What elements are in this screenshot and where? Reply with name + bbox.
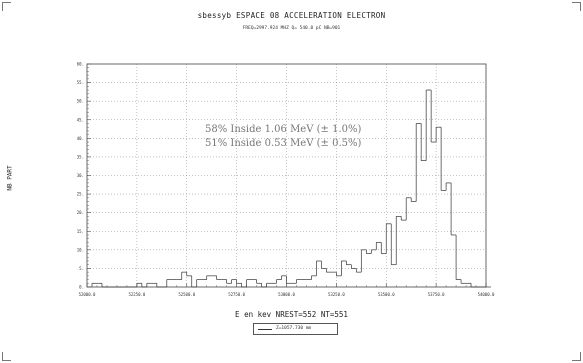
chart-title: sbessyb ESPACE 08 ACCELERATION ELECTRON: [197, 11, 386, 20]
x-tick-label: 53250.0: [328, 292, 345, 297]
y-tick-label: 10.: [77, 247, 84, 252]
legend-line-swatch: [258, 329, 272, 330]
legend: Z=1057.730 mm: [253, 323, 338, 335]
annotation-energy-spread-2: 51% Inside 0.53 MeV (± 0.5%): [205, 138, 362, 149]
x-tick-label: 52250.0: [128, 292, 145, 297]
y-tick-label: 0.: [79, 285, 84, 290]
y-tick-label: 30.: [77, 173, 84, 178]
annotation-energy-spread-1: 58% Inside 1.06 MeV (± 1.0%): [205, 124, 362, 135]
y-axis-label: NB PART: [6, 165, 14, 191]
crop-mark: [572, 2, 581, 11]
x-tick-label: 52500.0: [178, 292, 195, 297]
y-tick-label: 45.: [77, 117, 84, 122]
y-tick-label: 25.: [77, 192, 84, 197]
y-tick-label: 5.: [79, 266, 84, 271]
x-tick-label: 52000.0: [79, 292, 96, 297]
y-tick-label: 50.: [77, 99, 84, 104]
chart-subtitle: FREQ=2997.924 MHZ Q= 540.0 pC NB=901: [242, 26, 341, 31]
x-tick-label: 53750.0: [428, 292, 445, 297]
x-tick-label: 53500.0: [378, 292, 395, 297]
crop-mark: [572, 352, 581, 361]
x-axis-label: E en kev NREST=552 NT=551: [235, 310, 348, 319]
y-tick-label: 55.: [77, 80, 84, 85]
y-tick-label: 35.: [77, 154, 84, 159]
x-tick-label: 52750.0: [228, 292, 245, 297]
crop-mark: [2, 2, 11, 11]
legend-label: Z=1057.730 mm: [276, 326, 312, 331]
y-tick-label: 40.: [77, 136, 84, 141]
crop-mark: [2, 352, 11, 361]
y-tick-label: 20.: [77, 210, 84, 215]
annotation-block: 58% Inside 1.06 MeV (± 1.0%) 51% Inside …: [205, 123, 361, 151]
x-tick-label: 54000.0: [478, 292, 495, 297]
x-tick-label: 53000.0: [278, 292, 295, 297]
y-tick-label: 60.: [77, 62, 84, 67]
y-tick-label: 15.: [77, 229, 84, 234]
